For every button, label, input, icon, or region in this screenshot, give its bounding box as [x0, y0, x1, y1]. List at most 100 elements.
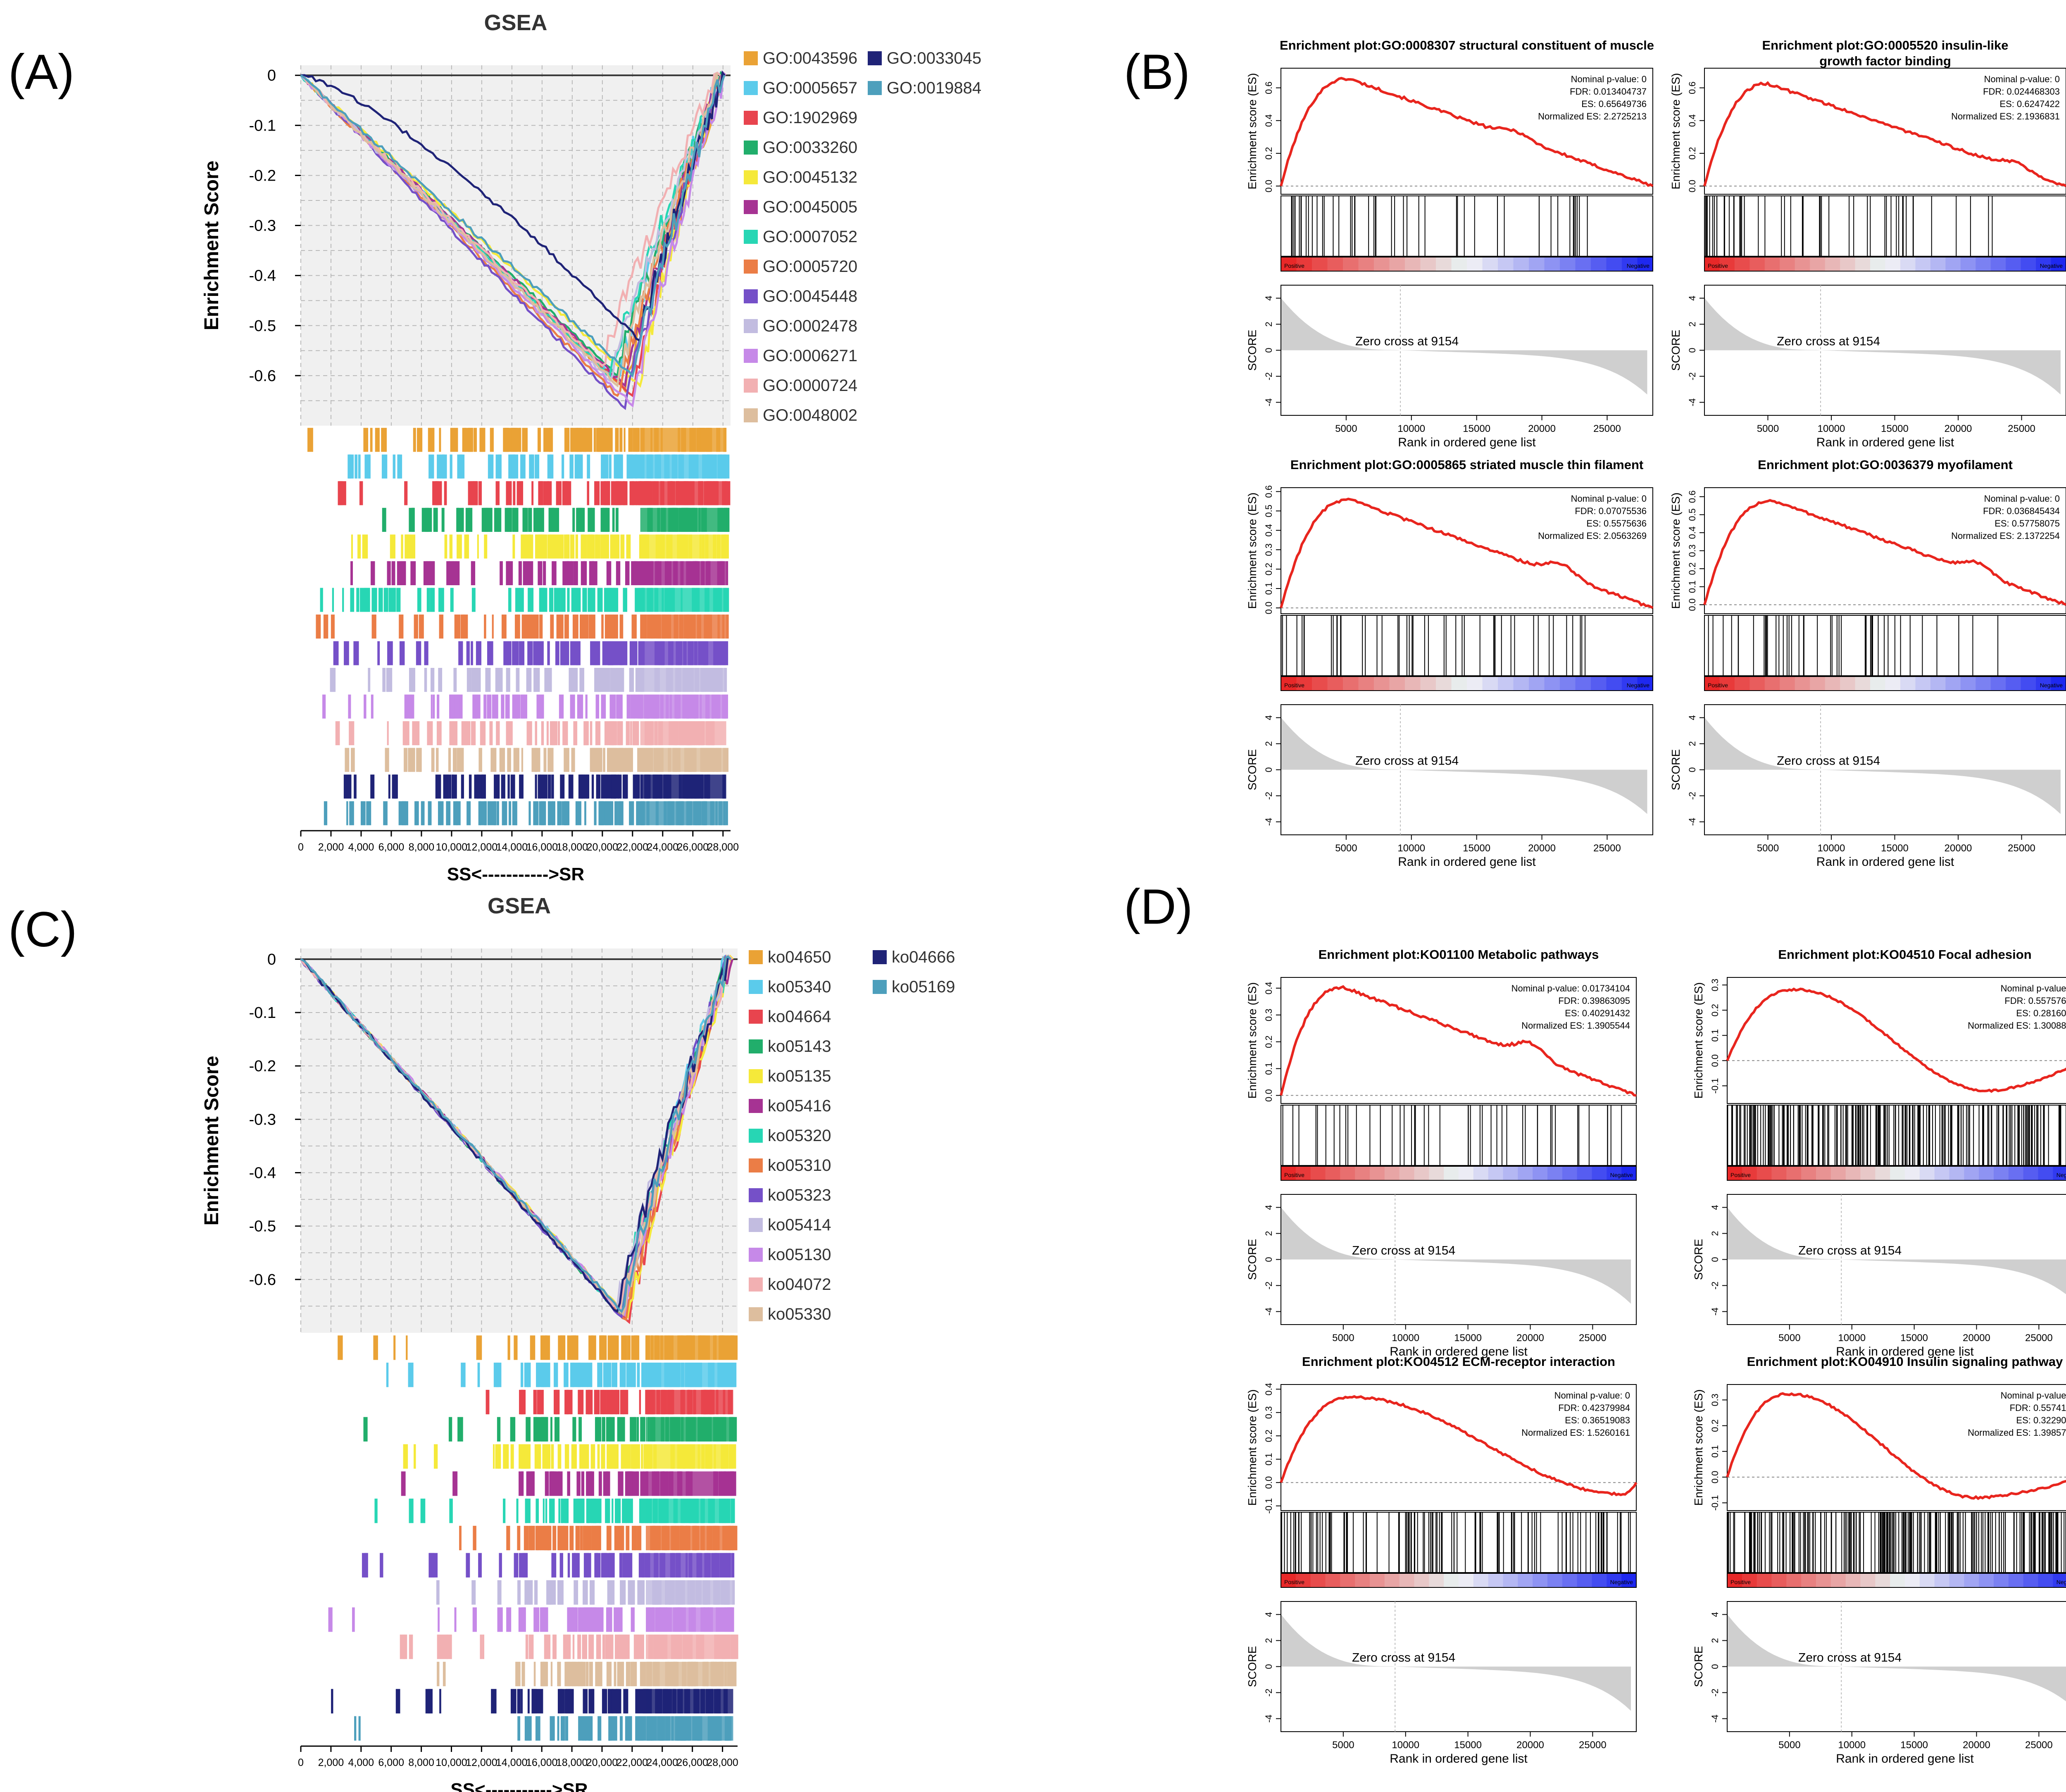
hit-mark	[521, 748, 524, 772]
hit-mark	[452, 774, 457, 799]
score-y-tick-label: -2	[1264, 1689, 1274, 1697]
hit-mark	[452, 748, 457, 772]
hit-mark	[539, 1389, 544, 1415]
hit-mark	[585, 1553, 589, 1578]
hit-mark	[564, 614, 569, 639]
bar-left-label: Positive	[1730, 1172, 1751, 1178]
hit-mark	[621, 1525, 624, 1551]
hit-mark	[520, 454, 524, 479]
hit-mark	[354, 774, 357, 799]
legend-label: ko05143	[768, 1037, 831, 1056]
hit-mark	[613, 481, 617, 505]
hit-mark	[545, 1499, 547, 1523]
hit-mark	[637, 1363, 640, 1387]
hit-mark	[641, 1363, 643, 1387]
es-y-tick-label: 0.2	[1264, 147, 1274, 160]
score-y-tick-label: -4	[1687, 818, 1697, 826]
hit-mark	[496, 801, 499, 825]
hit-mark	[322, 694, 326, 719]
legend-swatch	[749, 1248, 763, 1262]
x-tick-label: 15000	[1900, 1740, 1928, 1751]
hit-mark	[557, 1580, 562, 1605]
hit-mark	[543, 1661, 547, 1687]
hit-mark	[562, 1716, 564, 1741]
hit-mark	[618, 1499, 621, 1523]
es-frame	[1281, 487, 1653, 614]
hit-mark	[387, 641, 390, 665]
hit-mark	[557, 1471, 563, 1496]
rank-color-frame	[1281, 1573, 1637, 1588]
rank-color-segment	[1606, 677, 1622, 691]
hit-mark	[564, 1389, 569, 1415]
es-y-tick-label: 0.2	[1710, 1004, 1720, 1017]
rank-color-segment	[1312, 257, 1328, 271]
hit-mark	[638, 1553, 645, 1578]
hit-mark	[516, 748, 519, 772]
hit-mark	[570, 428, 574, 452]
x-tick-label: 15000	[1454, 1332, 1482, 1344]
rank-color-segment	[1577, 1573, 1592, 1587]
hit-mark	[506, 1525, 510, 1551]
hit-mark	[559, 1525, 565, 1551]
hit-mark	[541, 534, 547, 559]
es-y-tick-label: 0.1	[1710, 1029, 1720, 1042]
rank-color-segment	[1473, 1166, 1489, 1180]
hit-mark	[412, 694, 414, 719]
hit-mark	[438, 801, 441, 825]
hit-mark	[455, 561, 460, 585]
hit-mark	[516, 668, 520, 692]
hit-mark	[595, 1417, 598, 1442]
hit-mark	[395, 1689, 400, 1713]
x-tick-label: 24,000	[647, 841, 678, 853]
rank-color-segment	[1905, 1166, 1920, 1180]
hit-mark	[634, 561, 636, 585]
rank-color-segment	[1518, 1166, 1533, 1180]
x-tick-label: 20000	[1516, 1332, 1544, 1344]
hit-mark	[538, 774, 541, 799]
hit-mark	[419, 748, 422, 772]
hit-mark	[619, 614, 624, 639]
hit-mark	[510, 774, 515, 799]
stats-line: ES: 0.2816054	[2016, 1008, 2066, 1018]
hit-mark	[568, 774, 574, 799]
score-y-tick-label: 4	[1264, 1612, 1274, 1617]
hit-mark	[316, 614, 321, 639]
hit-mark	[537, 1525, 541, 1551]
hit-mark	[536, 1499, 539, 1523]
hit-mark	[486, 508, 492, 532]
hit-mark	[439, 1689, 441, 1713]
hit-mark	[401, 641, 405, 665]
x-tick-label: 26,000	[676, 1757, 708, 1768]
hit-mark	[551, 1553, 557, 1578]
score-y-axis-label: SCORE	[1246, 330, 1259, 371]
hit-mark	[576, 1471, 581, 1496]
rank-color-segment	[1994, 1573, 2009, 1587]
hit-mark	[543, 1499, 545, 1523]
score-y-tick-label: 2	[1710, 1638, 1720, 1643]
hit-mark	[599, 1661, 602, 1687]
hit-mark	[471, 1580, 476, 1605]
hit-mark	[512, 641, 518, 665]
hit-mark	[576, 1363, 581, 1387]
hit-mark	[557, 1661, 561, 1687]
hit-mark	[483, 428, 486, 452]
zero-cross-label: Zero cross at 9154	[1355, 754, 1459, 768]
rank-color-segment	[1436, 677, 1452, 691]
hit-mark	[611, 481, 614, 505]
hit-mark	[450, 454, 452, 479]
score-y-tick-label: 4	[1710, 1612, 1720, 1617]
hit-mark	[428, 801, 431, 825]
hit-mark	[478, 748, 482, 772]
hit-mark	[507, 561, 509, 585]
hit-mark	[501, 774, 505, 799]
panel-labels: (A) (B) (C) (D)	[8, 44, 1193, 957]
hit-mark	[574, 1580, 578, 1605]
hit-mark	[496, 721, 500, 746]
y-tick-label: -0.1	[249, 1004, 276, 1022]
score-y-tick-label: 2	[1264, 322, 1274, 326]
hit-mark	[429, 1553, 433, 1578]
x-tick-label: 5000	[1757, 843, 1779, 854]
rank-color-segment	[1444, 1573, 1459, 1587]
rank-color-segment	[1498, 257, 1514, 271]
hit-mark	[567, 1471, 570, 1496]
